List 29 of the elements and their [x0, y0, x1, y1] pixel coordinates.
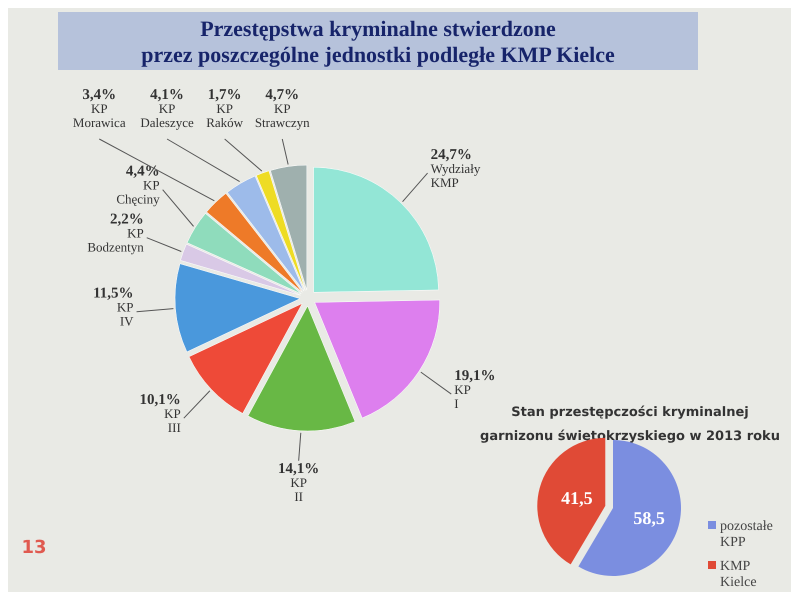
data-label: 58,5	[633, 508, 665, 528]
data-label: 19,1%	[454, 368, 496, 384]
data-label: 24,7%	[430, 147, 472, 164]
slice-label: KP Raków	[206, 101, 244, 130]
slice-label: KP II	[290, 474, 307, 504]
data-label: 11,5%	[93, 286, 134, 302]
data-label: 2,2%	[110, 212, 144, 228]
slice-label: KP Daleszyce	[140, 101, 194, 130]
slice-label: KP III	[164, 406, 181, 436]
slice-label: KP Strawczyn	[254, 101, 310, 130]
slice-label: KP Bodzentyn	[87, 226, 144, 255]
text: 13	[21, 537, 47, 558]
slice-label: Wydziały KMP	[430, 161, 481, 190]
chart-title: Stan przestępczości kryminalnej garnizonu świętokrzyskiego w 2013 roku	[480, 405, 780, 444]
legend-label: pozostałe KPP	[720, 519, 773, 550]
slice-label: KP Chęciny	[116, 178, 160, 207]
data-label: 14,1%	[278, 460, 320, 477]
slice-label: KP IV	[116, 300, 134, 329]
data-label: 1,7%	[208, 87, 242, 103]
data-label: 4,1%	[150, 87, 184, 103]
legend-label: KMP Kielce	[720, 559, 757, 590]
data-label: 3,4%	[82, 87, 116, 103]
data-label: 4,4%	[126, 164, 160, 180]
slice-label: KP I	[454, 382, 471, 412]
slice-label: KP Morawica	[72, 101, 126, 130]
data-label: 4,7%	[265, 87, 300, 103]
chart-title: Przestępstwa kryminalne stwierdzone przez poszczególne jednostki podległe KMP Kielce	[141, 16, 615, 67]
data-label: 10,1%	[140, 392, 181, 408]
data-label: 41,5	[561, 488, 593, 508]
